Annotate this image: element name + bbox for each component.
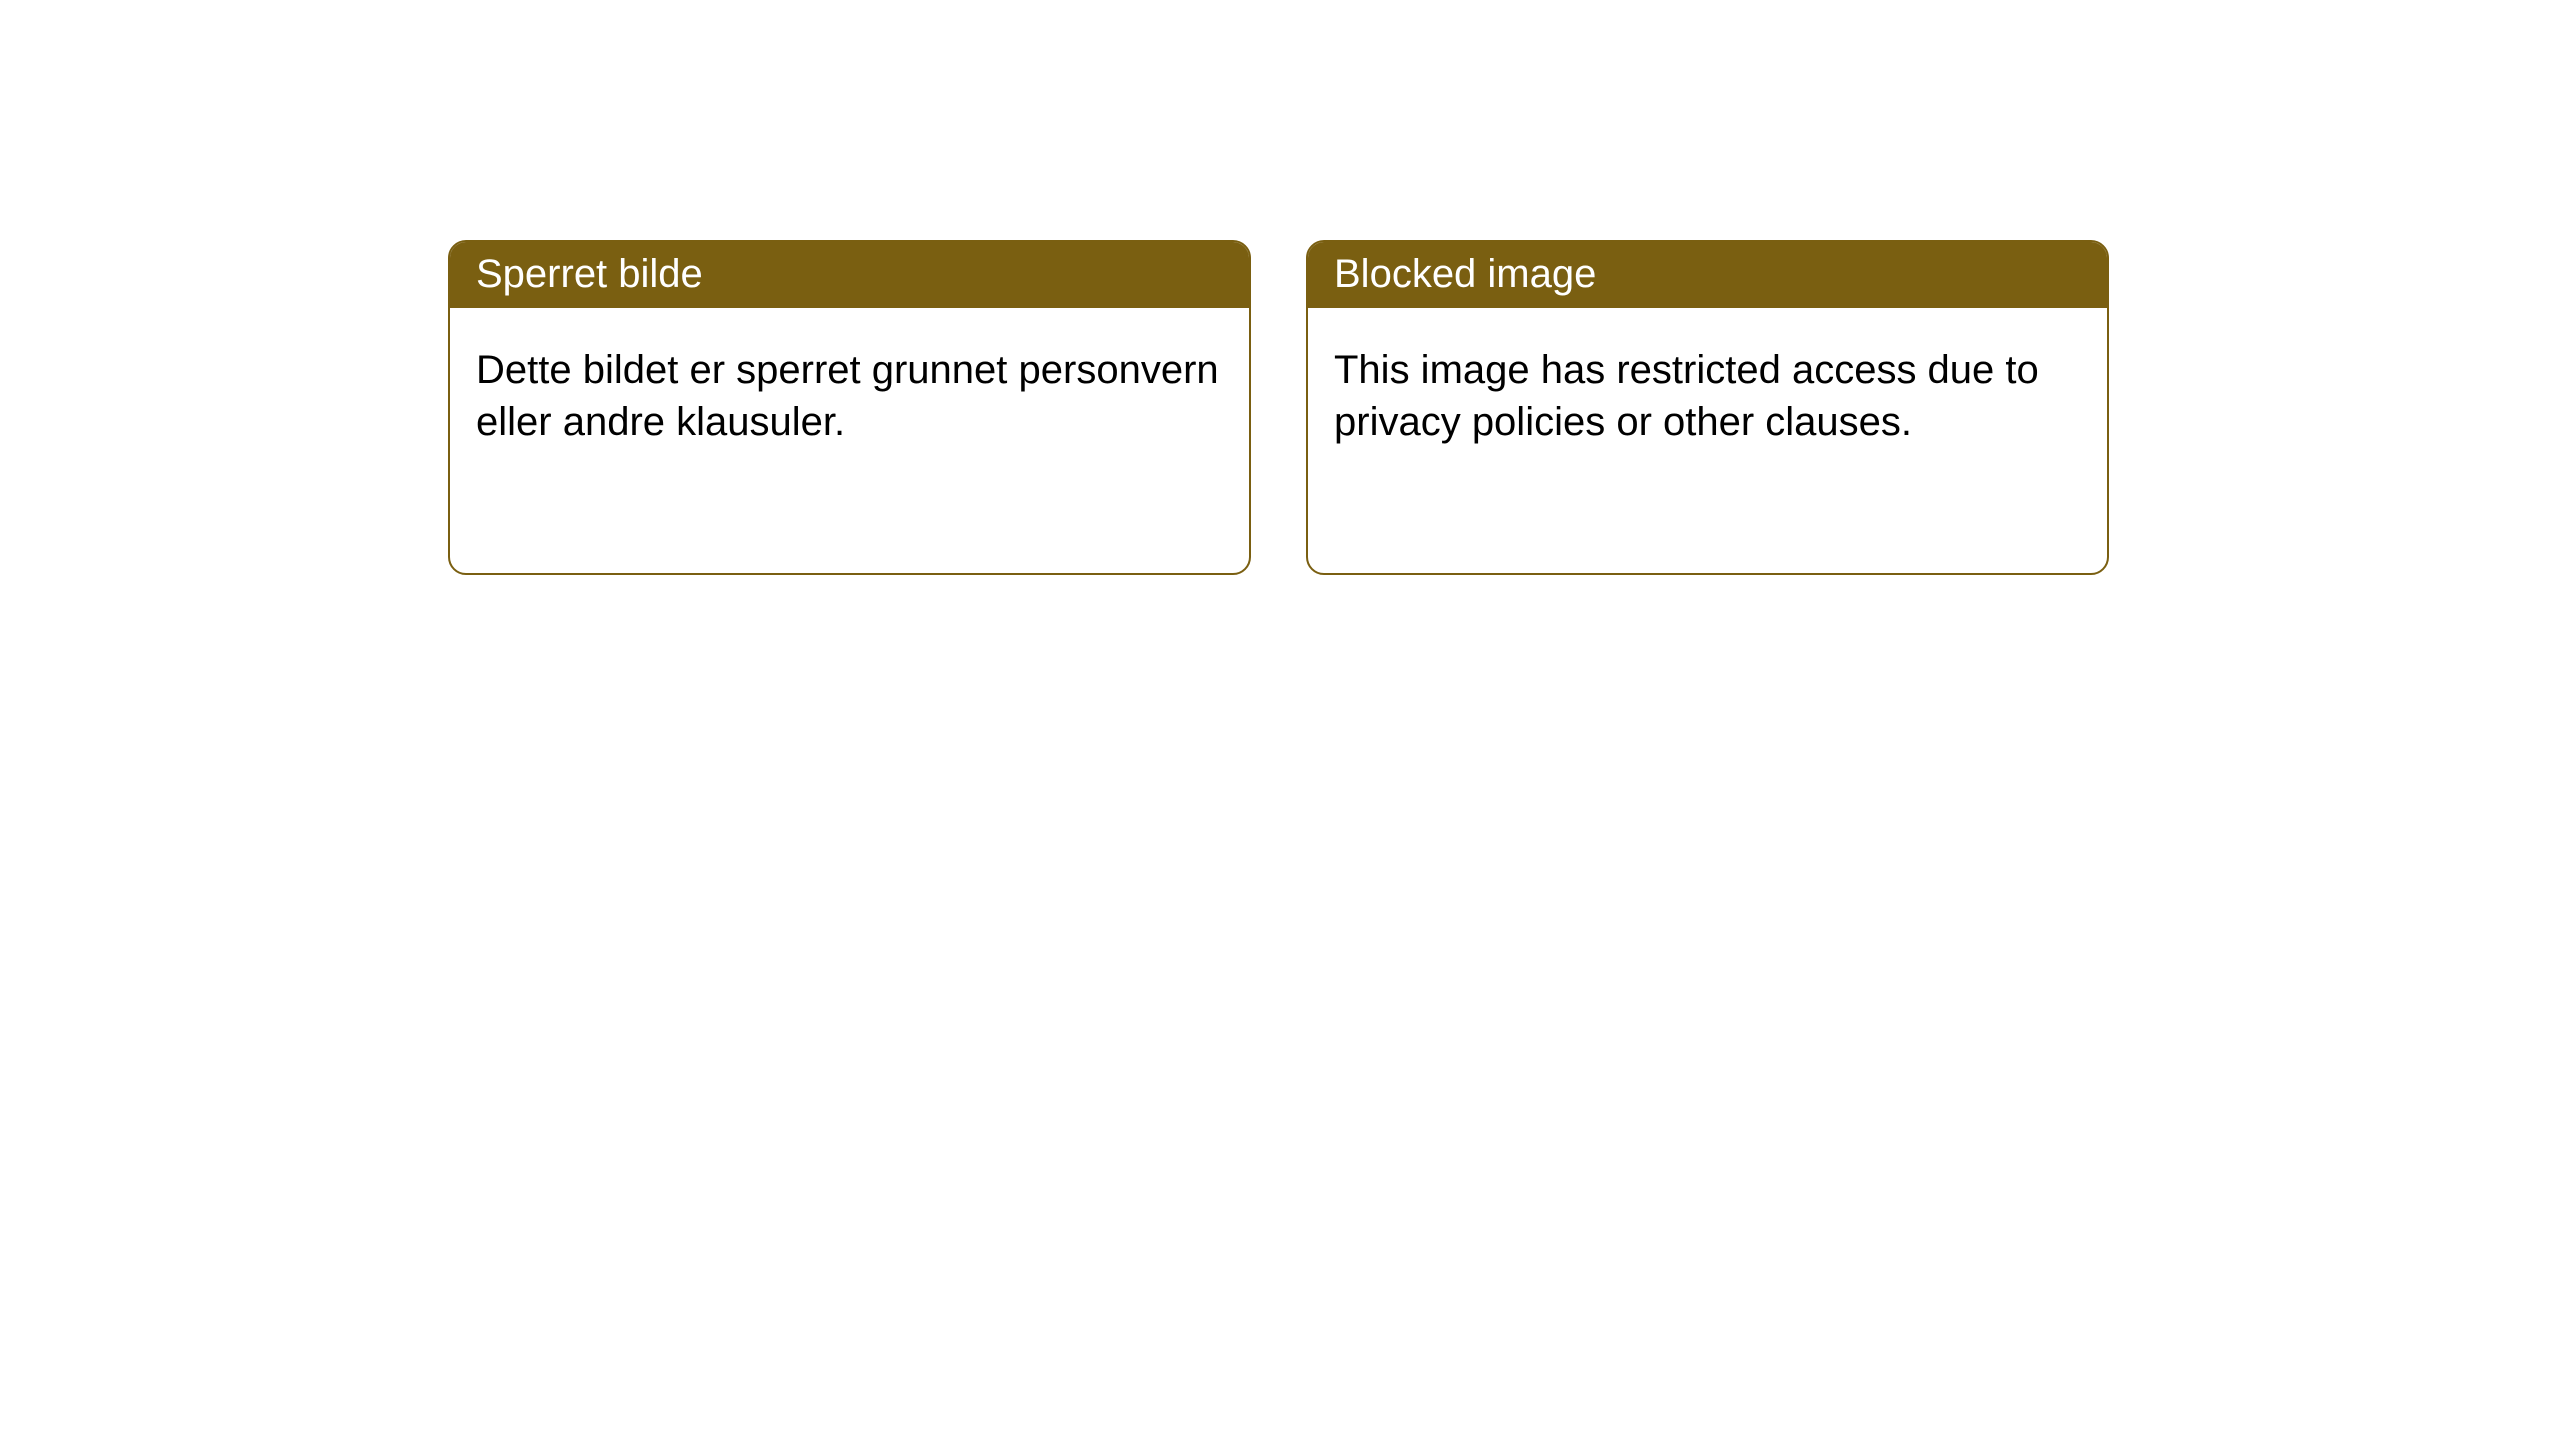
card-body: This image has restricted access due to … [1308,308,2107,448]
card-title: Blocked image [1334,252,1596,296]
card-message: This image has restricted access due to … [1334,348,2039,444]
notice-container: Sperret bilde Dette bildet er sperret gr… [0,0,2560,575]
card-header: Blocked image [1308,242,2107,308]
card-header: Sperret bilde [450,242,1249,308]
card-body: Dette bildet er sperret grunnet personve… [450,308,1249,448]
card-title: Sperret bilde [476,252,703,296]
blocked-image-card-english: Blocked image This image has restricted … [1306,240,2109,575]
blocked-image-card-norwegian: Sperret bilde Dette bildet er sperret gr… [448,240,1251,575]
card-message: Dette bildet er sperret grunnet personve… [476,348,1219,444]
